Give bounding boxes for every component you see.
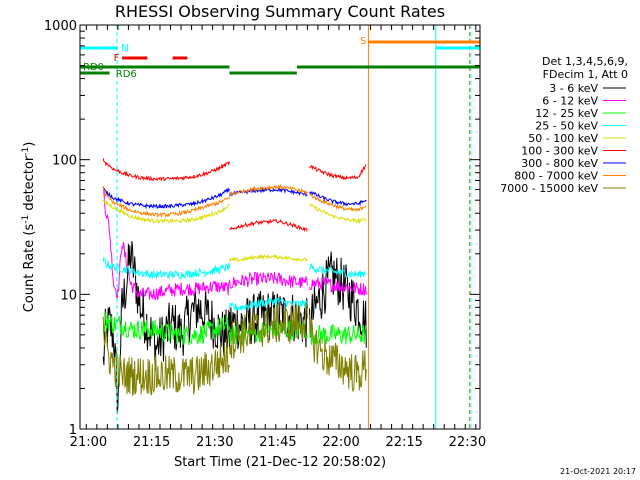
series-segment [102, 158, 230, 182]
footer-date: 21-Oct-2021 20:17 [560, 467, 636, 476]
series-25-50-kev-line [102, 255, 367, 311]
y-axis-label: Count Rate (s-1 detector-1) [21, 142, 37, 313]
series-segment [102, 241, 230, 415]
series-segment [229, 218, 308, 233]
x-tick-label: 22:00 [322, 435, 359, 450]
series-segment [309, 190, 367, 207]
series-segment [309, 263, 367, 279]
series-7000-15000-kev-line [102, 301, 367, 396]
x-tick-label: 21:30 [196, 435, 233, 450]
series-segment [102, 316, 230, 396]
series-300-800-kev-line [102, 186, 367, 210]
legend-entry-label: 50 - 100 keV [528, 132, 598, 145]
x-axis-label: Start Time (21-Dec-12 20:58:02) [174, 455, 386, 470]
data-layer [102, 158, 367, 415]
rd6-flag-label: RD6 [116, 69, 137, 80]
series-50-100-kev-line [102, 198, 367, 263]
series-segment [309, 202, 367, 225]
legend-entry-label: 800 - 7000 keV [514, 170, 598, 183]
series-segment [309, 251, 367, 348]
series-segment [102, 198, 230, 224]
flare-flag-label: F [114, 53, 120, 64]
x-tick-label: 22:30 [449, 435, 486, 450]
series-segment [309, 324, 367, 346]
series-segment [229, 253, 308, 263]
x-tick-label: 21:15 [133, 435, 170, 450]
axis-layer: 1 10 100 1000 21:00 21:15 21:30 21:45 22:00 22:15… [44, 19, 486, 450]
series-segment [309, 314, 367, 393]
legend-entry-label: 12 - 25 keV [535, 107, 598, 120]
night-flag-label: N [121, 43, 128, 54]
legend-entry-label: 6 - 12 keV [542, 95, 598, 108]
chart-title: RHESSI Observing Summary Count Rates [115, 2, 445, 21]
rd0-flag-label: RD0 [83, 62, 104, 73]
series-segment [309, 276, 367, 296]
legend-header-line-2: FDecim 1, Att 0 [543, 68, 628, 81]
legend-entry-label: 3 - 6 keV [549, 82, 598, 95]
y-tick-label: 1000 [44, 19, 77, 34]
legend: Det 1,3,4,5,6,9, FDecim 1, Att 0 3 - 6 k… [500, 55, 628, 195]
series-800-7000-kev-line [102, 183, 367, 219]
x-tick-label: 21:00 [70, 435, 107, 450]
y-tick-label: 1 [69, 423, 77, 438]
series-segment [102, 311, 230, 346]
series-segment [229, 296, 308, 311]
legend-entry-label: 100 - 300 keV [521, 145, 598, 158]
series-6-12-kev-line [102, 186, 367, 301]
flag-layer: NF S RD0 RD6 [80, 25, 480, 429]
plot-frame [79, 24, 481, 430]
legend-header-line-1: Det 1,3,4,5,6,9, [542, 55, 628, 68]
series-segment [102, 186, 230, 301]
x-tick-label: 22:15 [385, 435, 422, 450]
saa-flag-label: S [360, 36, 366, 47]
y-tick-label: 10 [60, 288, 77, 303]
series-100-300-kev-line [102, 158, 367, 233]
series-segment [102, 255, 230, 280]
series-segment [102, 186, 230, 219]
series-segment [102, 186, 230, 210]
series-segment [309, 164, 367, 181]
legend-entry-label: 300 - 800 keV [521, 157, 598, 170]
legend-entry-label: 25 - 50 keV [535, 120, 598, 133]
series-segment [229, 183, 308, 197]
series-segment [309, 193, 367, 212]
series-segment [229, 271, 308, 289]
x-tick-label: 21:45 [259, 435, 296, 450]
series-segment [229, 301, 308, 359]
legend-entry-label: 7000 - 15000 keV [500, 182, 598, 195]
y-tick-label: 100 [52, 154, 77, 169]
